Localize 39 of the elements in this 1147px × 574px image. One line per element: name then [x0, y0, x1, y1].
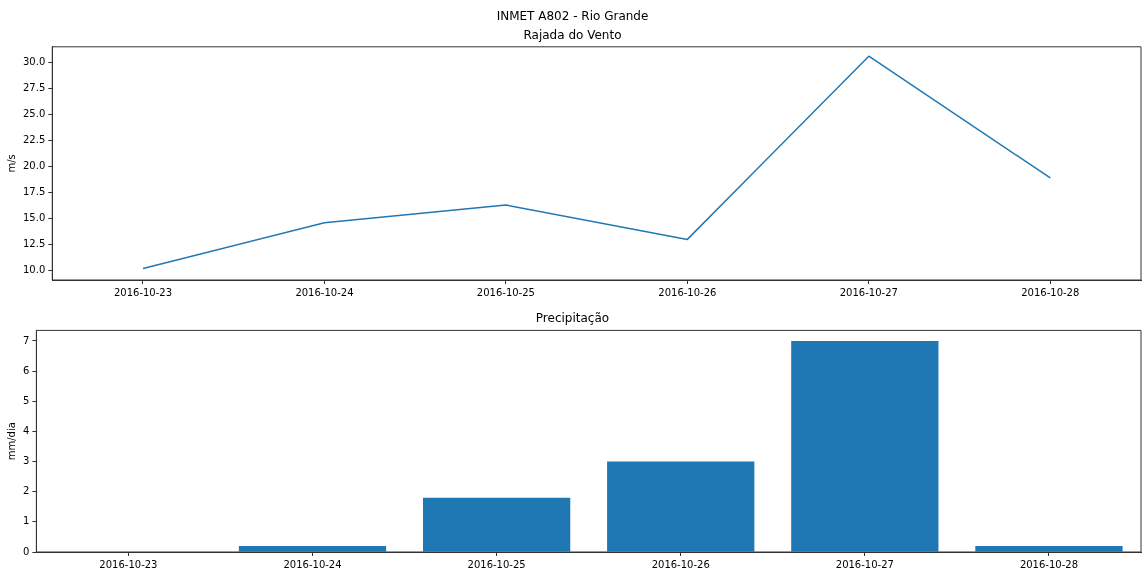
y-tick-label: 22.5 [23, 134, 46, 146]
x-tick-label: 2016-10-25 [476, 286, 535, 298]
bar [607, 461, 755, 552]
y-tick-label: 20.0 [23, 160, 46, 172]
y-tick-label: 30.0 [23, 56, 46, 68]
x-tick-label: 2016-10-28 [1019, 558, 1079, 570]
x-tick-label: 2016-10-26 [658, 286, 717, 298]
y-axis-title: m/s [5, 154, 17, 173]
y-tick-label: 3 [22, 455, 30, 467]
x-tick-label: 2016-10-24 [283, 558, 342, 570]
y-tick-label: 6 [22, 364, 30, 376]
bar [975, 545, 1123, 552]
y-tick-label: 1 [22, 515, 30, 527]
y-tick-label: 17.5 [23, 186, 46, 198]
y-tick-label: 10.0 [23, 264, 46, 276]
y-tick-label: 7 [22, 334, 30, 346]
x-tick-label: 2016-10-24 [295, 286, 354, 298]
y-tick-label: 5 [22, 394, 30, 406]
y-axis-title: mm/dia [5, 422, 17, 461]
y-tick-label: 25.0 [23, 108, 46, 120]
chart-title: INMET A802 - Rio Grande [496, 9, 649, 24]
y-tick-label: 0 [22, 545, 30, 557]
bar [422, 497, 571, 552]
x-tick-label: 2016-10-26 [651, 558, 710, 570]
y-tick-label: 27.5 [23, 82, 46, 94]
chart-title: Precipitação [535, 311, 610, 326]
y-tick-label: 2 [22, 485, 30, 497]
x-tick-label: 2016-10-25 [467, 558, 526, 570]
bar [791, 340, 939, 552]
x-tick-label: 2016-10-23 [99, 558, 158, 570]
y-tick-label: 15.0 [23, 212, 46, 224]
bar [238, 545, 387, 552]
y-tick-label: 12.5 [23, 238, 46, 250]
x-tick-label: 2016-10-28 [1021, 286, 1080, 298]
y-tick-label: 4 [22, 425, 30, 436]
x-tick-label: 2016-10-27 [835, 558, 894, 570]
chart-subtitle: Rajada do Vento [523, 27, 622, 42]
x-tick-label: 2016-10-27 [839, 286, 898, 298]
x-tick-label: 2016-10-23 [113, 286, 173, 298]
